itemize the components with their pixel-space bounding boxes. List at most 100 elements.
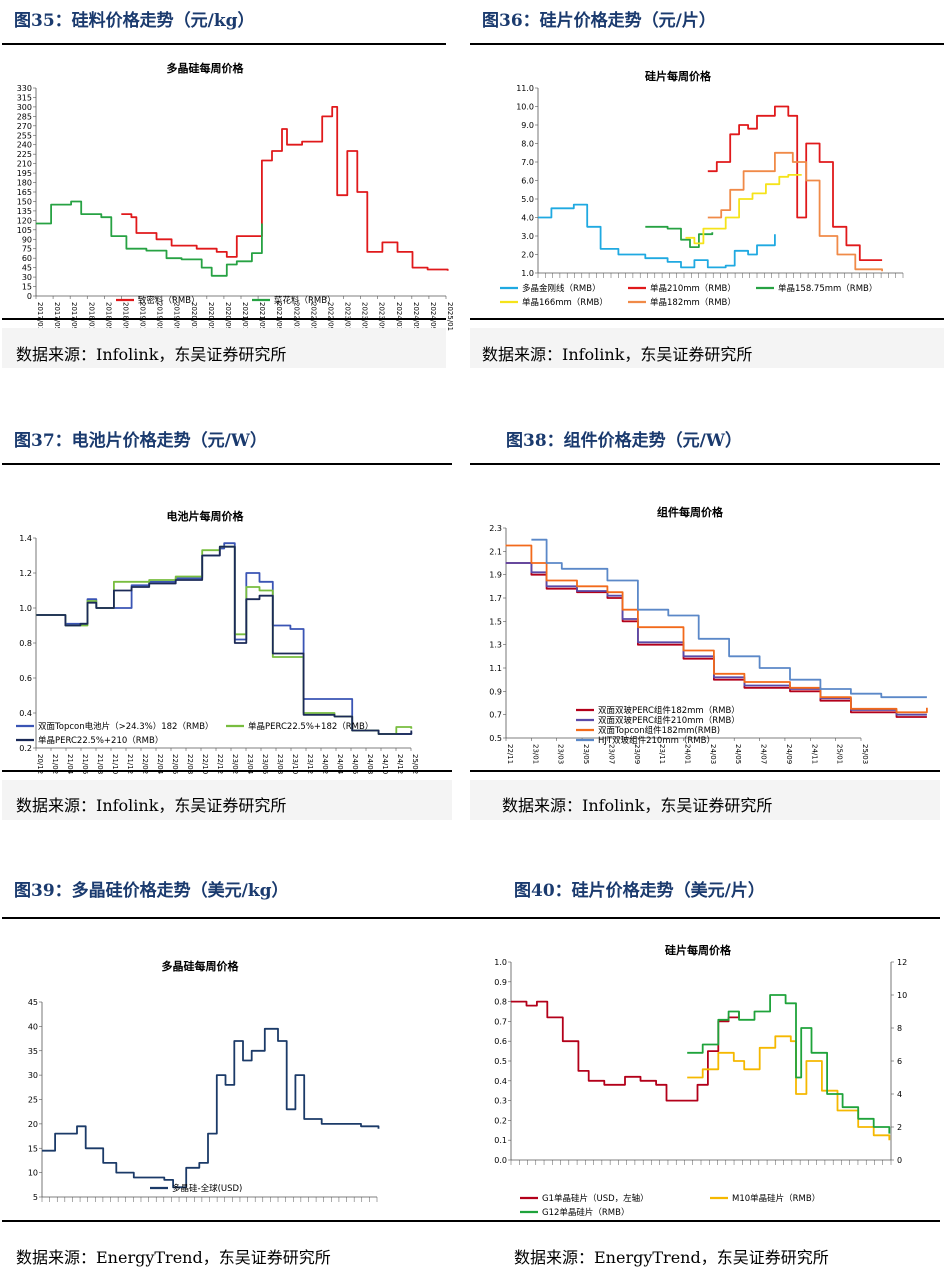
x-tick-label: 22/02	[141, 754, 149, 774]
x-tick-label: 24/01	[684, 744, 692, 764]
y-tick-label: 285	[17, 112, 32, 121]
y-tick-label: 330	[17, 84, 32, 93]
bottom-rule	[470, 318, 944, 320]
x-tick-label: 23/06	[261, 754, 269, 775]
y-tick-label: 0	[27, 292, 32, 301]
y-tick-label: 300	[17, 103, 32, 112]
y-tick-label: 15	[22, 283, 32, 292]
x-tick-label: 2024/09	[429, 302, 437, 331]
x-tick-label: 2020/05	[207, 302, 215, 331]
x-tick-label: 21/10	[111, 754, 119, 774]
y-tick-label: 270	[17, 122, 32, 131]
y-tick-label: 10.0	[516, 103, 534, 112]
x-tick-label: 2023/05	[361, 302, 369, 331]
x-tick-label: 2022/05	[309, 302, 317, 331]
legend-label: 致密料（RMB）	[138, 295, 200, 306]
y-tick-label: 2.0	[521, 251, 534, 260]
y-tick-label: 1.0	[521, 269, 534, 278]
title-rule	[470, 43, 944, 45]
y-tick-label: 9.0	[521, 121, 534, 130]
legend-label: 多晶金刚线（RMB）	[522, 283, 601, 294]
legend-label: M10单晶硅片（RMB）	[732, 1193, 820, 1204]
x-tick-label: 23/02	[231, 754, 239, 774]
y-tick-label: 1.7	[489, 594, 502, 603]
y-tick-label: 0.0	[494, 1156, 507, 1165]
y-tick-label: 11.0	[516, 84, 534, 93]
legend-label: G1单晶硅片（USD，左轴）	[542, 1193, 649, 1204]
x-tick-label: 2025/01	[446, 302, 454, 331]
y-tick-label: 1.0	[19, 604, 32, 613]
x-tick-label: 25/03	[861, 744, 869, 764]
y-tick-label: 165	[17, 188, 32, 197]
y-tick-label: 1.0	[494, 958, 507, 967]
y2-tick-label: 0	[897, 1156, 902, 1165]
x-tick-label: 24/05	[734, 744, 742, 764]
chart-title: 硅片每周价格	[665, 943, 732, 957]
x-tick-label: 2021/01	[241, 302, 249, 331]
y-tick-label: 10	[28, 1169, 38, 1178]
y-tick-label: 210	[17, 160, 32, 169]
bottom-rule	[2, 318, 446, 320]
x-tick-label: 24/07	[760, 744, 768, 764]
series-line	[121, 106, 449, 271]
chart-title: 多晶硅每周价格	[167, 61, 245, 75]
chart-title: 组件每周价格	[657, 505, 724, 519]
x-tick-label: 23/05	[582, 744, 590, 764]
bottom-rule	[470, 770, 940, 772]
figure-title: 图39：多晶硅价格走势（美元/kg）	[14, 881, 289, 901]
y-tick-label: 0.7	[489, 711, 502, 720]
legend-label: G12单晶硅片（RMB）	[542, 1207, 629, 1218]
y-tick-label: 75	[22, 245, 32, 254]
series-line	[36, 545, 413, 735]
y-tick-label: 105	[17, 226, 32, 235]
y-tick-label: 1.2	[19, 569, 32, 578]
x-tick-label: 2020/09	[224, 302, 232, 331]
chart-38: 组件每周价格 0.5 0.7 0.9 1.1 1.3 1.5 1.7 1.9 2.1 2.3 22/1…	[489, 505, 928, 764]
legend-label: 单晶182mm（RMB）	[650, 297, 736, 308]
x-tick-label: 2023/09	[378, 302, 386, 331]
series-line	[531, 538, 927, 699]
y-tick-label: 195	[17, 169, 32, 178]
chart-title: 多晶硅每周价格	[162, 959, 240, 973]
title-rule	[2, 463, 452, 465]
x-tick-label: 22/11	[506, 744, 514, 764]
title-rule	[2, 43, 446, 45]
x-tick-label: 23/01	[531, 744, 539, 764]
title-rule	[470, 463, 940, 465]
x-tick-label: 23/11	[658, 744, 666, 764]
legend-label: 单晶166mm（RMB）	[522, 297, 608, 308]
chart-title: 硅片每周价格	[645, 69, 712, 83]
y-tick-label: 225	[17, 150, 32, 159]
x-tick-label: 21/04	[66, 754, 74, 775]
y-tick-label: 315	[17, 93, 32, 102]
legend-label: 单晶210mm（RMB）	[650, 283, 736, 294]
series-line	[511, 1000, 740, 1102]
series-line	[685, 174, 802, 245]
x-tick-label: 2022/09	[326, 302, 334, 331]
x-tick-label: 25/02	[411, 754, 419, 774]
y-tick-label: 5.0	[521, 195, 534, 204]
y-tick-label: 0.4	[19, 709, 32, 718]
x-tick-label: 21/06	[81, 754, 89, 775]
y-tick-label: 1.9	[489, 571, 502, 580]
y-tick-label: 2.3	[489, 524, 502, 533]
figure-title: 图40：硅片价格走势（美元/片）	[514, 881, 765, 901]
y-tick-label: 7.0	[521, 158, 534, 167]
legend-label: 多晶硅-全球(USD)	[172, 1183, 242, 1194]
source-note: 数据来源：Infolink，东吴证券研究所	[502, 796, 773, 815]
x-tick-label: 24/04	[336, 754, 344, 775]
y-tick-label: 30	[28, 1071, 38, 1080]
x-tick-label: 2018/09	[121, 302, 129, 331]
x-tick-label: 2022/01	[292, 302, 300, 331]
legend-label: HJT双玻组件210mm（RMB）	[598, 735, 715, 746]
y-tick-label: 0.6	[19, 674, 32, 683]
y-tick-label: 5	[33, 1193, 38, 1202]
x-tick-label: 2017/05	[53, 302, 61, 331]
series-line	[42, 1027, 380, 1189]
x-tick-label: 2024/05	[412, 302, 420, 331]
y-tick-label: 120	[17, 216, 32, 225]
y-tick-label: 240	[17, 141, 32, 150]
legend-label: 单晶158.75mm（RMB）	[778, 283, 877, 294]
bottom-rule	[2, 1220, 940, 1222]
figure-title: 图35：硅料价格走势（元/kg）	[14, 11, 255, 31]
